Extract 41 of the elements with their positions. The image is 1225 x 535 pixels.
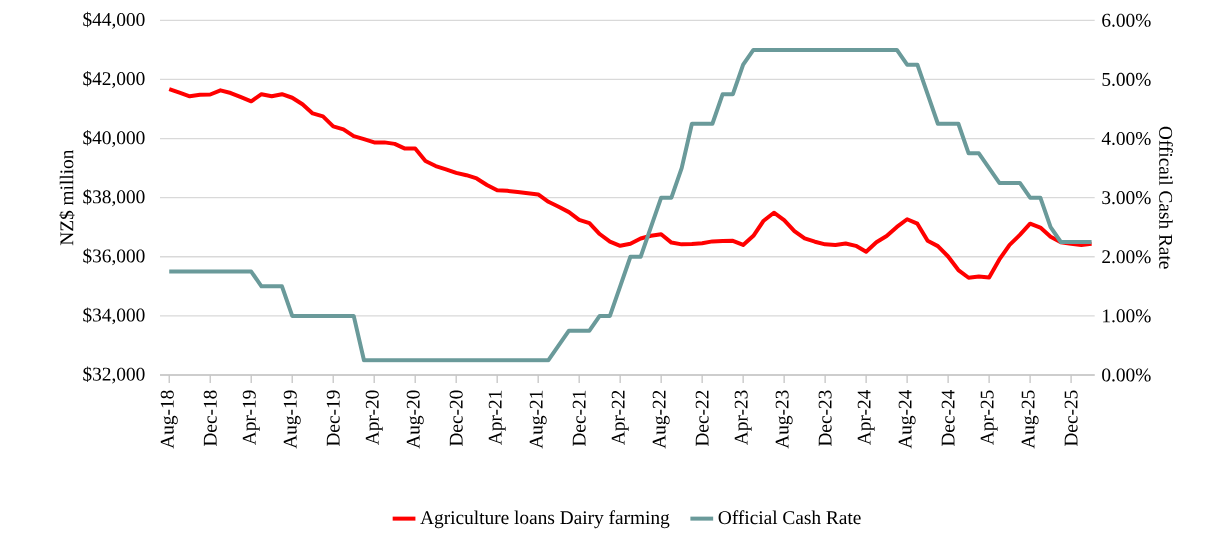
x-tick-label: Apr-22 bbox=[611, 390, 629, 445]
x-tick-label: Dec-23 bbox=[818, 390, 832, 447]
x-tick-label: Apr-24 bbox=[857, 390, 875, 445]
x-tick-label: Apr-19 bbox=[242, 390, 260, 445]
y2-axis-title: Officail Cash Rate bbox=[1159, 126, 1173, 269]
y2-tick-label: 4.00% bbox=[1101, 131, 1151, 146]
x-tick-label: Apr-20 bbox=[365, 390, 383, 445]
y-tick-label: $32,000 bbox=[83, 366, 145, 384]
y-tick-label: $36,000 bbox=[83, 248, 145, 266]
y-tick-label: $42,000 bbox=[83, 70, 145, 88]
x-tick-label: Dec-19 bbox=[326, 390, 340, 447]
x-tick-label: Apr-23 bbox=[734, 390, 752, 445]
x-tick-label: Dec-25 bbox=[1064, 390, 1078, 447]
x-tick-label: Apr-21 bbox=[488, 390, 506, 445]
y2-tick-label: 1.00% bbox=[1103, 309, 1151, 323]
y2-tick-label: 3.00% bbox=[1102, 191, 1151, 205]
x-tick-label: Dec-24 bbox=[941, 389, 955, 447]
y-tick-label: $34,000 bbox=[83, 307, 145, 325]
x-tick-label: Aug-22 bbox=[652, 390, 670, 449]
x-tick-label: Aug-19 bbox=[283, 390, 301, 449]
y-tick-label: $38,000 bbox=[83, 189, 145, 207]
legend-label: Agriculture loans Dairy farming bbox=[420, 510, 670, 529]
y2-tick-label: 2.00% bbox=[1102, 250, 1151, 264]
y2-tick-label: 6.00% bbox=[1102, 13, 1151, 27]
x-tick-label: Dec-18 bbox=[203, 390, 217, 447]
x-tick-label: Dec-20 bbox=[449, 390, 463, 447]
x-tick-label: Aug-25 bbox=[1021, 390, 1039, 449]
x-tick-label: Aug-20 bbox=[406, 390, 424, 449]
x-tick-label: Dec-21 bbox=[572, 390, 586, 447]
x-tick-label: Aug-21 bbox=[529, 390, 547, 449]
y-tick-label: $44,000 bbox=[83, 11, 145, 29]
y-axis-title: NZ$ million bbox=[59, 149, 75, 246]
x-tick-label: Aug-18 bbox=[160, 390, 178, 449]
x-tick-label: Apr-25 bbox=[980, 390, 998, 445]
y2-tick-label: 5.00% bbox=[1102, 72, 1151, 86]
y2-tick-label: 0.00% bbox=[1102, 368, 1151, 382]
x-tick-label: Aug-23 bbox=[775, 390, 793, 449]
legend-label: Official Cash Rate bbox=[718, 510, 861, 525]
x-tick-label: Dec-22 bbox=[695, 390, 709, 447]
x-tick-label: Aug-24 bbox=[898, 390, 916, 449]
y-tick-label: $40,000 bbox=[83, 130, 145, 148]
